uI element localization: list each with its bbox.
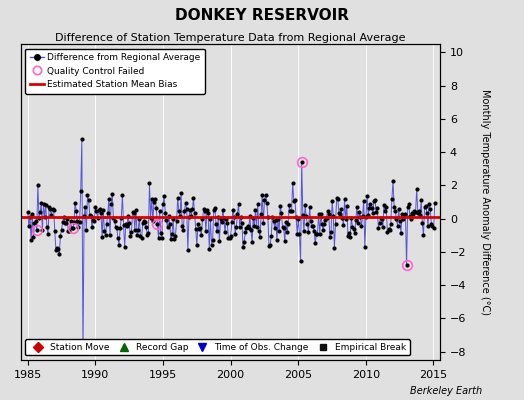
- Y-axis label: Monthly Temperature Anomaly Difference (°C): Monthly Temperature Anomaly Difference (…: [481, 89, 490, 315]
- Legend: Station Move, Record Gap, Time of Obs. Change, Empirical Break: Station Move, Record Gap, Time of Obs. C…: [26, 339, 409, 356]
- Text: DONKEY RESERVOIR: DONKEY RESERVOIR: [175, 8, 349, 23]
- Title: Difference of Station Temperature Data from Regional Average: Difference of Station Temperature Data f…: [56, 33, 406, 43]
- Text: Berkeley Earth: Berkeley Earth: [410, 386, 482, 396]
